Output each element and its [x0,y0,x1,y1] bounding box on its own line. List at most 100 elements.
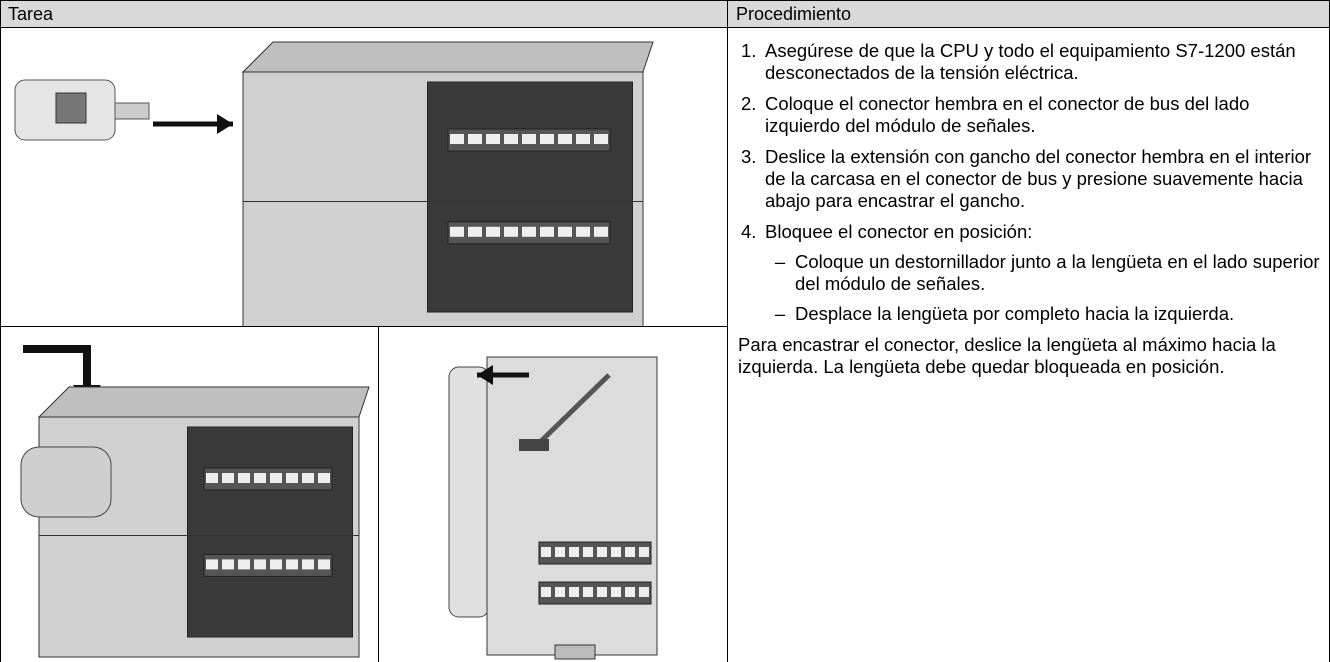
terminal [270,473,282,483]
terminal [594,226,608,237]
step: 3. Deslice la extensión con gancho del co… [741,146,1320,212]
terminal [222,473,234,483]
terminal [504,226,518,237]
tab [519,439,549,451]
terminal [206,559,218,570]
terminal [504,134,518,144]
substep-bullet: – [774,303,786,324]
procedure: 1. Asegúrese de que la CPU y todo el equi… [728,28,1330,378]
bent-arrow [23,345,91,387]
module-top [241,41,654,73]
terminal [558,134,572,144]
terminal [254,473,266,483]
terminal [569,547,579,557]
step-number: 2. [741,93,757,114]
step-body: Coloque el conector hembra en el conecto… [765,93,1320,137]
rule [727,0,728,662]
terminal-block [203,553,333,577]
terminal [468,226,482,237]
step: 2. Coloque el conector hembra en el conec… [741,93,1320,137]
terminal [450,226,464,237]
terminal [597,587,607,597]
substep: – Desplace la lengüeta por completo hacia… [765,303,1320,325]
terminal [541,547,551,557]
terminal [639,547,649,557]
terminal [302,473,314,483]
terminal [286,473,298,483]
terminal [576,134,590,144]
substep: – Coloque un destornillador junto a la le… [765,251,1320,295]
step-text: Asegúrese de que la CPU y todo el equipa… [765,40,1296,83]
step-text: Coloque el conector hembra en el conecto… [765,93,1250,136]
module-front [187,426,353,638]
terminal [540,226,554,237]
terminal [286,559,298,570]
terminal [611,547,621,557]
note: Para encastrar el conector, deslice la l… [738,334,1276,377]
connector-side [448,366,490,618]
terminal [522,226,536,237]
step-body: Asegúrese de que la CPU y todo el equipa… [765,40,1320,84]
terminal [558,226,572,237]
terminal [625,547,635,557]
module-side [486,356,658,656]
terminal [555,547,565,557]
terminal [238,473,250,483]
illustration-press [20,345,370,658]
rule [0,27,1330,28]
arrow-head [477,365,493,385]
module-top [37,386,370,418]
header-procedure: Procedimiento [728,0,1330,28]
terminal [594,134,608,144]
terminal [318,473,330,483]
screwdriver [533,373,611,449]
terminal [468,134,482,144]
step-body: Bloquee el conector en posición: – Coloque… [765,221,1320,325]
step-number: 1. [741,40,757,61]
step-text: Bloquee el conector en posición: [765,221,1033,242]
terminal [597,547,607,557]
terminal [254,559,266,570]
module-front [427,81,633,313]
terminal [486,226,500,237]
connector-port [55,92,87,124]
terminal [639,587,649,597]
step-number: 4. [741,221,757,242]
connector [20,446,112,518]
rule [378,326,379,662]
terminal [486,134,500,144]
terminal [450,134,464,144]
terminal [583,587,593,597]
substep-text: Coloque un destornillador junto a la len… [795,251,1320,294]
terminal [540,134,554,144]
rule [0,0,1330,1]
terminal [318,559,330,570]
terminal [625,587,635,597]
terminal [302,559,314,570]
terminal-block [538,581,652,605]
terminal [555,587,565,597]
step-number: 3. [741,146,757,167]
illustration-insert [14,41,654,326]
step-text: Deslice la extensión con gancho del cone… [765,146,1312,211]
illustration-lock [448,356,658,660]
substep-text: Desplace la lengüeta por completo hacia … [795,303,1235,324]
terminal [583,547,593,557]
step: 4. Bloquee el conector en posición: – Coloq… [741,221,1320,325]
rule [0,0,1,662]
terminal [522,134,536,144]
terminal [238,559,250,570]
header-task: Tarea [0,0,728,28]
terminal-block [203,467,333,491]
connector-pin [114,102,150,120]
arrow-head [217,114,233,134]
terminal [569,587,579,597]
step: 1. Asegúrese de que la CPU y todo el equi… [741,40,1320,84]
terminal-block [538,541,652,565]
step-body: Deslice la extensión con gancho del cone… [765,146,1320,212]
terminal [270,559,282,570]
terminal [206,473,218,483]
rule [0,326,728,327]
terminal [576,226,590,237]
